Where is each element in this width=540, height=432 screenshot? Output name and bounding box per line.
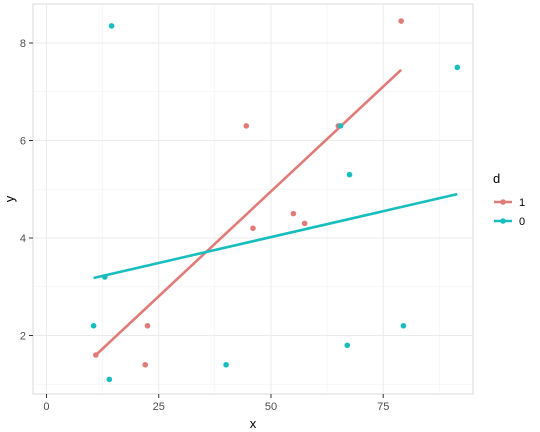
data-point-series-0 [400, 322, 407, 329]
data-point-series-0 [344, 342, 351, 349]
data-point-series-1 [398, 18, 404, 24]
x-tick-label: 25 [153, 401, 165, 413]
data-point-series-1 [250, 225, 256, 232]
legend: d 1 0 [493, 171, 525, 228]
y-tick-label: 2 [20, 331, 26, 343]
data-point-series-1 [93, 352, 99, 358]
y-tick-labels: 2 4 6 8 [20, 38, 33, 343]
y-tick-label: 8 [20, 38, 26, 50]
x-tick-label: 0 [43, 401, 49, 413]
fit-line-series-0 [93, 192, 458, 280]
fit-line-series-1 [94, 68, 403, 356]
data-point-series-1 [243, 123, 250, 129]
plot-panel [32, 3, 474, 395]
x-tick-label: 50 [265, 401, 277, 413]
data-point-series-0 [108, 23, 115, 29]
data-point-series-0 [102, 274, 108, 280]
data-point-series-0 [106, 376, 113, 383]
legend-label: 1 [519, 197, 525, 209]
data-point-series-0 [454, 64, 461, 71]
data-point-series-0 [223, 361, 229, 368]
grid-lines [33, 4, 473, 394]
data-point-series-0 [346, 171, 353, 178]
legend-key-point [500, 218, 506, 224]
y-tick-label: 6 [20, 136, 26, 148]
data-point-series-0 [337, 123, 344, 129]
data-point-series-1 [142, 361, 149, 368]
x-tick-labels: 0 25 50 75 [43, 394, 389, 413]
data-point-series-0 [90, 322, 97, 329]
fit-lines [93, 68, 458, 356]
legend-label: 0 [519, 216, 525, 228]
legend-title: d [493, 171, 500, 186]
y-axis-title: y [2, 195, 17, 202]
x-tick-label: 75 [377, 401, 389, 413]
x-axis-title: x [250, 416, 257, 431]
data-point-series-1 [301, 220, 308, 227]
data-point-series-1 [144, 322, 151, 329]
y-tick-label: 4 [20, 233, 26, 245]
data-point-series-1 [290, 210, 297, 217]
data-points [90, 18, 461, 383]
legend-key-point [500, 199, 506, 205]
